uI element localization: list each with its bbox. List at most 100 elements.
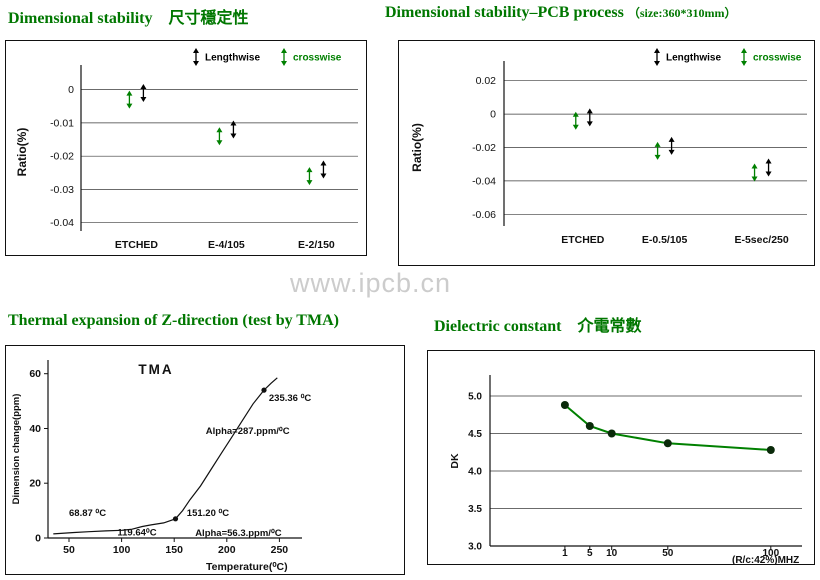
annotation: 151.20 ⁰C — [187, 508, 230, 519]
crosswise-marker — [126, 90, 133, 109]
dimensional-stability-pcb-panel: 0.02 0 -0.02 -0.04 -0.06 Ratio(%) ETCHED E-0.5/… — [398, 40, 815, 266]
chart1-heading-text: Dimensional stability 尺寸穩定性 — [8, 10, 249, 27]
legend-label: crosswise — [753, 53, 802, 64]
arrow-head-down — [306, 180, 313, 186]
y-tick-label: 0 — [490, 109, 496, 121]
y-tick-label: -0.01 — [50, 117, 74, 129]
crosswise-marker — [306, 167, 313, 186]
tma-curve — [53, 377, 278, 535]
y-tick-label: -0.03 — [50, 184, 74, 196]
x-tick-label: 50 — [662, 548, 674, 559]
x-tick-label: 5 — [587, 548, 593, 559]
chart3-heading: Thermal expansion of Z-direction (test b… — [8, 312, 339, 330]
x-tick-label: 250 — [271, 544, 289, 556]
arrow-head-up — [193, 48, 199, 53]
y-tick-label: -0.02 — [472, 142, 496, 154]
tma-panel: 0 20 40 60 50 100 150 200 250 68.87 ⁰C 119.64⁰C 151… — [5, 345, 405, 575]
annotation: 235.36 ⁰C — [269, 393, 312, 404]
arrow-head-down — [586, 121, 593, 127]
dimensional-stability-pcb-chart: 0.02 0 -0.02 -0.04 -0.06 Ratio(%) ETCHED E-0.5/… — [410, 48, 807, 246]
x-tick-label: 10 — [606, 548, 618, 559]
arrow-head-up — [751, 163, 758, 169]
y-tick-label: 4.5 — [468, 429, 482, 440]
dielectric-constant-panel: 5.0 4.5 4.0 3.5 3.0 1 5 10 50 100 (R/c:42%)MHZ DK — [427, 350, 815, 565]
arrow-head-up — [572, 111, 579, 117]
lengthwise-marker — [140, 83, 147, 102]
arrow-head-up — [668, 136, 675, 142]
arrow-head-down — [654, 154, 661, 160]
x-tick-label: 1 — [562, 548, 568, 559]
arrow-head-up — [230, 120, 237, 126]
curve-point — [261, 387, 267, 393]
arrow-head-up — [654, 141, 661, 147]
category-label: ETCHED — [561, 234, 605, 246]
tma-chart: 0 20 40 60 50 100 150 200 250 68.87 ⁰C 119.64⁰C 151… — [11, 360, 312, 573]
dimensional-stability-panel: 0 -0.01 -0.02 -0.03 -0.04 Ratio(%) ETCHED E-4/1… — [5, 40, 367, 256]
y-axis-title: Ratio(%) — [410, 123, 424, 172]
y-tick-label: -0.06 — [472, 209, 496, 221]
arrow-head-down — [216, 140, 223, 146]
arrow-head-down — [668, 149, 675, 155]
y-axis-title: DK — [449, 453, 461, 469]
y-tick-label: 4.0 — [468, 467, 482, 478]
annotation: Alpha=287.ppm/⁰C — [206, 426, 290, 437]
category-label: E-4/105 — [208, 239, 245, 251]
y-tick-label: 0 — [35, 533, 41, 545]
dk-point — [766, 446, 775, 454]
legend-crosswise-icon — [741, 48, 747, 66]
legend-lengthwise-icon — [193, 48, 199, 66]
dk-point — [585, 422, 594, 430]
watermark: www.ipcb.cn — [290, 268, 452, 298]
chart4-heading-text: Dielectric constant 介電常數 — [434, 318, 642, 335]
legend-label: crosswise — [293, 53, 342, 64]
lengthwise-marker — [320, 160, 327, 179]
chart1-heading: Dimensional stability 尺寸穩定性 — [8, 4, 248, 28]
y-tick-label: -0.02 — [50, 151, 74, 163]
x-tick-label: 200 — [218, 544, 236, 556]
lengthwise-marker — [230, 120, 237, 139]
y-tick-label: 40 — [29, 423, 41, 435]
arrow-head-up — [654, 48, 660, 53]
dimensional-stability-chart: 0 -0.01 -0.02 -0.03 -0.04 Ratio(%) ETCHED E-4/1… — [15, 48, 358, 251]
chart2-heading-text: Dimensional stability–PCB process — [385, 4, 624, 21]
x-tick-label: 150 — [165, 544, 183, 556]
category-label: E-5sec/250 — [734, 234, 788, 246]
arrow-head-up — [281, 48, 287, 53]
chart3-heading-text: Thermal expansion of Z-direction (test b… — [8, 312, 339, 329]
legend-label: Lengthwise — [205, 53, 260, 64]
annotation: Alpha=56.3.ppm/⁰C — [195, 528, 282, 539]
lengthwise-marker — [668, 136, 675, 155]
y-tick-label: 3.0 — [468, 542, 482, 553]
arrow-head-down — [751, 176, 758, 182]
arrow-head-down — [654, 61, 660, 66]
arrow-head-up — [320, 160, 327, 166]
arrow-head-down — [140, 96, 147, 102]
lengthwise-marker — [765, 158, 772, 177]
arrow-head-down — [193, 61, 199, 66]
arrow-head-up — [586, 108, 593, 114]
crosswise-marker — [572, 111, 579, 130]
category-label: E-0.5/105 — [642, 234, 688, 246]
y-tick-label: 3.5 — [468, 504, 482, 515]
y-axis-title: Dimension change(ppm) — [11, 394, 22, 505]
arrow-head-down — [765, 171, 772, 177]
chart2-heading: Dimensional stability–PCB process （size:3… — [385, 4, 736, 22]
arrow-head-up — [741, 48, 747, 53]
arrow-head-down — [281, 61, 287, 66]
annotation: 68.87 ⁰C — [69, 508, 106, 519]
chart4-heading: Dielectric constant 介電常數 — [434, 312, 642, 336]
y-tick-label: -0.04 — [50, 217, 74, 229]
chart-inner-title: TMA — [138, 362, 173, 377]
y-tick-label: 20 — [29, 478, 41, 490]
annotation: 119.64⁰C — [117, 527, 156, 538]
dk-point — [607, 429, 616, 438]
arrow-head-up — [140, 83, 147, 89]
arrow-head-down — [230, 133, 237, 139]
x-tick-label: 100 — [762, 548, 779, 559]
arrow-head-down — [320, 173, 327, 179]
arrow-head-down — [572, 124, 579, 130]
arrow-head-up — [765, 158, 772, 164]
arrow-head-up — [306, 167, 313, 173]
legend-crosswise-icon — [281, 48, 287, 66]
